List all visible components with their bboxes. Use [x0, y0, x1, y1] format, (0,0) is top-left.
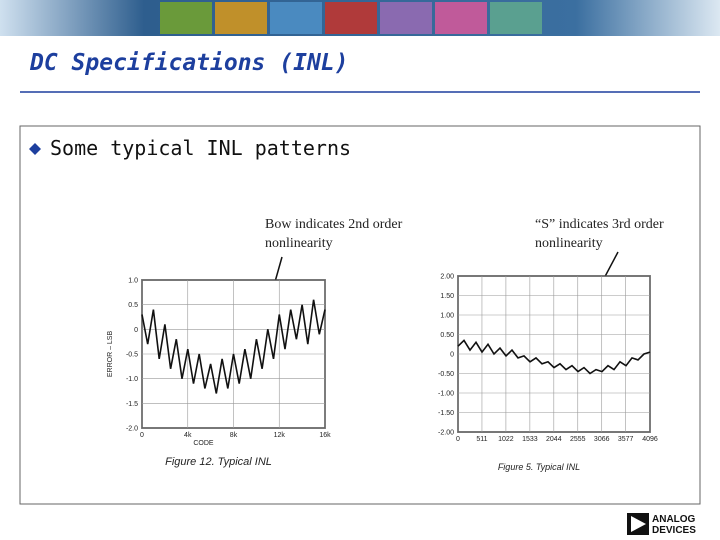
x-tick-label: 3577 — [618, 436, 634, 443]
x-tick-label: 4096 — [642, 436, 658, 443]
y-tick-label: -2.0 — [126, 426, 138, 433]
x-axis-label: CODE — [193, 440, 214, 447]
x-tick-label: 1022 — [498, 436, 514, 443]
annotation: Bow indicates 2nd order — [265, 217, 403, 232]
y-tick-label: -1.50 — [438, 410, 454, 417]
y-tick-label: 1.00 — [440, 313, 454, 320]
y-tick-label: -1.00 — [438, 391, 454, 398]
x-tick-label: 8k — [230, 432, 238, 439]
y-tick-label: 0 — [134, 327, 138, 334]
inl-line — [141, 299, 326, 394]
banner-tiles — [160, 2, 542, 34]
y-tick-label: 1.50 — [440, 293, 454, 300]
y-tick-label: -0.5 — [126, 352, 138, 359]
y-tick-label: -1.5 — [126, 401, 138, 408]
x-tick-label: 0 — [456, 436, 460, 443]
y-axis-label: ERROR – LSB — [107, 331, 114, 378]
bullet-icon — [29, 143, 41, 155]
y-tick-label: 2.00 — [440, 274, 454, 281]
figure-caption: Figure 12. Typical INL — [165, 456, 272, 468]
y-tick-label: 0.50 — [440, 332, 454, 339]
logo-text: ANALOG — [652, 514, 696, 525]
x-tick-label: 1533 — [522, 436, 538, 443]
annotation: nonlinearity — [265, 236, 333, 251]
y-tick-label: -2.00 — [438, 430, 454, 437]
x-tick-label: 2044 — [546, 436, 562, 443]
content-box — [19, 125, 701, 505]
y-tick-label: 0 — [450, 352, 454, 359]
annotation: nonlinearity — [535, 236, 603, 251]
slide-title: DC Specifications (INL) — [29, 50, 349, 76]
inl-line — [457, 339, 651, 375]
x-tick-label: 0 — [140, 432, 144, 439]
annotation: “S” indicates 3rd order — [535, 217, 664, 232]
x-tick-label: 3066 — [594, 436, 610, 443]
x-tick-label: 16k — [319, 432, 331, 439]
y-tick-label: -0.50 — [438, 371, 454, 378]
logo-triangle — [631, 516, 646, 532]
y-tick-label: -1.0 — [126, 376, 138, 383]
bullet-text: Some typical INL patterns — [50, 136, 351, 160]
x-tick-label: 2555 — [570, 436, 586, 443]
x-tick-label: 12k — [274, 432, 286, 439]
y-tick-label: 0.5 — [128, 302, 138, 309]
figure-caption: Figure 5. Typical INL — [498, 462, 580, 472]
x-tick-label: 4k — [184, 432, 192, 439]
logo-text: DEVICES — [652, 525, 696, 536]
x-tick-label: 511 — [476, 436, 487, 443]
y-tick-label: 1.0 — [128, 278, 138, 285]
